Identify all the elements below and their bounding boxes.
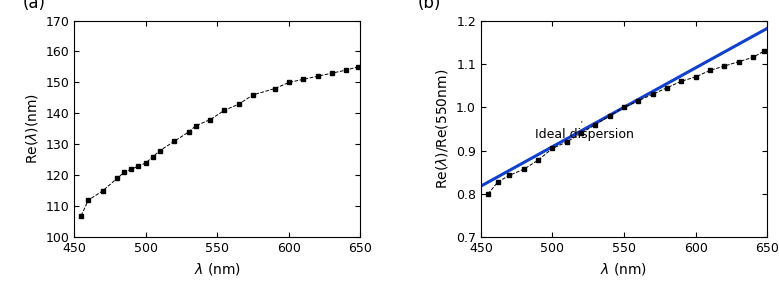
X-axis label: $\lambda$ (nm): $\lambda$ (nm) xyxy=(194,261,241,277)
Y-axis label: Re($\lambda$)(nm): Re($\lambda$)(nm) xyxy=(23,93,40,164)
Y-axis label: Re($\lambda$)/Re(550nm): Re($\lambda$)/Re(550nm) xyxy=(435,69,450,189)
Text: Ideal dispersion: Ideal dispersion xyxy=(535,122,634,141)
X-axis label: $\lambda$ (nm): $\lambda$ (nm) xyxy=(601,261,647,277)
Text: (a): (a) xyxy=(23,0,45,12)
Text: (b): (b) xyxy=(418,0,441,12)
